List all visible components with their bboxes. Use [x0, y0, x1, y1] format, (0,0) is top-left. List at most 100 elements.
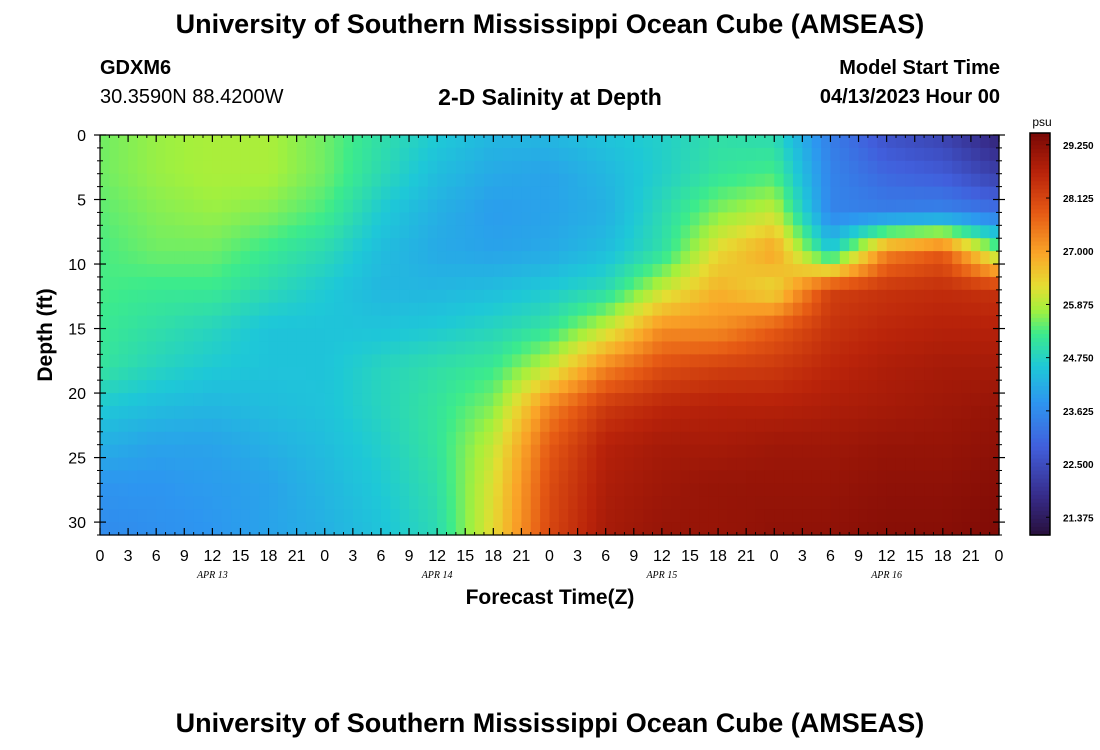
heatmap-cell	[905, 444, 916, 459]
heatmap-cell	[830, 405, 841, 420]
heatmap-cell	[315, 186, 326, 201]
heatmap-cell	[306, 522, 316, 536]
heatmap-cell	[306, 444, 316, 459]
heatmap-cell	[380, 276, 391, 291]
heatmap-cell	[240, 483, 251, 497]
x-tick-label: 12	[653, 548, 671, 565]
heatmap-cell	[933, 444, 944, 459]
heatmap-cell	[727, 341, 738, 355]
heatmap-cell	[521, 483, 532, 497]
heatmap-cell	[924, 160, 935, 175]
heatmap-cell	[362, 509, 373, 523]
heatmap-cell	[811, 186, 822, 201]
heatmap-cell	[409, 393, 419, 407]
heatmap-cell	[633, 341, 644, 355]
heatmap-cell	[465, 160, 476, 175]
heatmap-cell	[989, 264, 1000, 278]
heatmap-cell	[427, 470, 438, 484]
heatmap-cell	[231, 328, 242, 343]
heatmap-cell	[240, 289, 251, 304]
heatmap-cell	[493, 405, 504, 420]
heatmap-cell	[821, 405, 832, 420]
heatmap-cell	[549, 264, 560, 278]
heatmap-cell	[343, 444, 354, 459]
heatmap-cell	[512, 289, 522, 304]
heatmap-cell	[558, 470, 569, 484]
heatmap-cell	[802, 444, 813, 459]
heatmap-cell	[877, 483, 888, 497]
heatmap-cell	[952, 341, 963, 355]
heatmap-cell	[296, 380, 307, 394]
heatmap-cell	[905, 238, 916, 252]
heatmap-cell	[652, 418, 663, 433]
heatmap-cell	[203, 457, 213, 472]
heatmap-cell	[680, 367, 691, 381]
heatmap-cell	[689, 315, 700, 330]
heatmap-cell	[203, 264, 213, 278]
heatmap-cell	[493, 470, 504, 484]
heatmap-cell	[699, 393, 710, 407]
heatmap-cell	[521, 251, 532, 265]
heatmap-cell	[970, 173, 981, 188]
heatmap-cell	[184, 418, 195, 433]
heatmap-cell	[615, 509, 626, 523]
heatmap-cell	[718, 289, 729, 304]
heatmap-cell	[952, 264, 963, 278]
heatmap-cell	[783, 328, 794, 343]
heatmap-cell	[792, 444, 803, 459]
heatmap-cell	[315, 264, 326, 278]
heatmap-cell	[708, 457, 719, 472]
heatmap-cell	[746, 367, 757, 381]
heatmap-cell	[652, 264, 663, 278]
heatmap-cell	[727, 354, 738, 368]
heatmap-cell	[315, 289, 326, 304]
heatmap-cell	[118, 367, 129, 381]
heatmap-cell	[399, 289, 410, 304]
heatmap-cell	[924, 496, 935, 510]
heatmap-cell	[736, 483, 747, 497]
heatmap-cell	[165, 302, 176, 317]
heatmap-cell	[877, 328, 888, 343]
heatmap-cell	[380, 160, 391, 175]
heatmap-cell	[231, 431, 242, 446]
heatmap-cell	[568, 354, 579, 368]
heatmap-cell	[306, 354, 316, 368]
heatmap-cell	[437, 160, 448, 175]
heatmap-cell	[371, 212, 382, 226]
heatmap-cell	[399, 470, 410, 484]
heatmap-cell	[867, 199, 878, 214]
heatmap-cell	[249, 380, 260, 394]
heatmap-cell	[530, 160, 541, 175]
heatmap-cell	[586, 302, 597, 317]
colorbar-swatch	[1030, 257, 1050, 263]
heatmap-cell	[287, 457, 298, 472]
heatmap-cell	[989, 238, 1000, 252]
heatmap-cell	[100, 315, 110, 330]
heatmap-cell	[343, 238, 354, 252]
heatmap-cell	[886, 186, 897, 201]
heatmap-cell	[830, 199, 841, 214]
chart-title: 2-D Salinity at Depth	[438, 84, 662, 110]
heatmap-cell	[343, 251, 354, 265]
heatmap-cell	[727, 135, 738, 149]
heatmap-cell	[980, 186, 991, 201]
heatmap-cell	[474, 302, 485, 317]
heatmap-cell	[174, 315, 185, 330]
heatmap-cell	[231, 341, 242, 355]
heatmap-cell	[193, 483, 204, 497]
heatmap-cell	[577, 289, 588, 304]
heatmap-cell	[802, 522, 813, 536]
heatmap-cell	[895, 418, 906, 433]
heatmap-cell	[240, 302, 251, 317]
heatmap-cell	[446, 418, 457, 433]
heatmap-cell	[858, 328, 869, 343]
heatmap-cell	[970, 238, 981, 252]
heatmap-cell	[924, 431, 935, 446]
heatmap-cell	[100, 444, 110, 459]
heatmap-cell	[259, 341, 270, 355]
heatmap-cell	[886, 315, 897, 330]
heatmap-cell	[661, 393, 672, 407]
colorbar-swatch	[1030, 229, 1050, 235]
heatmap-cell	[727, 251, 738, 265]
heatmap-cell	[680, 509, 691, 523]
